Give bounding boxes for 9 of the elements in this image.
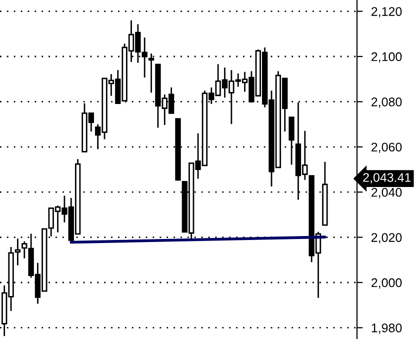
y-tick-label: 2,120 bbox=[372, 7, 402, 18]
y-tick-label: 2,040 bbox=[372, 188, 402, 198]
y-tick-label: 2,020 bbox=[372, 233, 402, 244]
y-tick-label: 2,060 bbox=[372, 142, 402, 154]
y-tick-label: 1,980 bbox=[372, 324, 402, 334]
y-tick-label: 2,000 bbox=[372, 278, 402, 289]
text: 2,043.41 bbox=[363, 173, 411, 184]
y-tick-label: 2,100 bbox=[372, 52, 402, 63]
y-tick-label: 2,080 bbox=[372, 98, 402, 108]
